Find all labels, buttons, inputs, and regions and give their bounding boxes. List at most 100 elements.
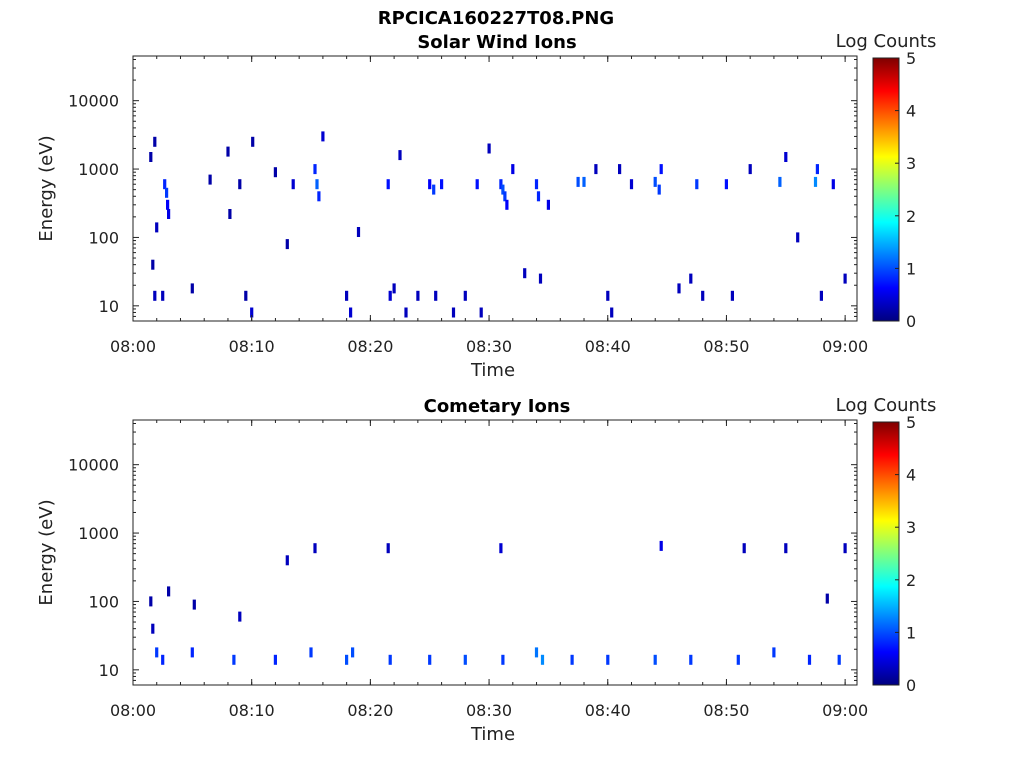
data-cell <box>730 290 734 301</box>
data-cell <box>695 179 699 190</box>
x-tick-label: 08:00 <box>110 701 156 720</box>
data-cell <box>523 268 527 279</box>
data-cell <box>190 283 194 294</box>
data-cell <box>503 191 507 202</box>
data-cell <box>501 654 505 665</box>
data-cell <box>285 555 289 566</box>
data-cell <box>618 164 622 175</box>
colorbar-label: Log Counts <box>836 31 937 52</box>
data-cell <box>479 307 483 318</box>
data-cell <box>226 146 230 157</box>
data-cell <box>784 152 788 162</box>
data-cell <box>428 179 432 190</box>
data-cell <box>534 647 539 658</box>
data-cell <box>610 307 614 318</box>
data-cell <box>349 307 353 318</box>
data-cell <box>843 273 847 284</box>
colorbar-tick-label: 2 <box>906 207 916 226</box>
colorbar <box>872 57 900 322</box>
data-cell <box>606 654 610 665</box>
data-cell <box>576 176 580 187</box>
data-cell <box>843 543 847 554</box>
data-cell <box>165 187 169 198</box>
data-cell <box>416 290 420 301</box>
data-cell <box>273 654 277 665</box>
data-cell <box>192 599 196 610</box>
data-cell <box>167 209 171 219</box>
data-cell <box>285 239 289 250</box>
data-cell <box>546 199 550 210</box>
data-cell <box>689 654 693 665</box>
data-cell <box>345 654 349 665</box>
data-cell <box>594 164 598 175</box>
data-cell <box>190 647 194 658</box>
colorbar-tick-label: 5 <box>906 49 916 68</box>
y-tick-label: 10000 <box>68 92 119 111</box>
data-cell <box>657 184 661 195</box>
x-tick-label: 08:40 <box>585 337 631 356</box>
data-cell <box>736 654 740 665</box>
data-cell <box>155 222 159 233</box>
data-cell <box>166 199 170 210</box>
data-cell <box>748 164 752 175</box>
x-tick-label: 08:10 <box>229 701 275 720</box>
x-tick-label: 08:00 <box>110 337 156 356</box>
data-cell <box>701 290 705 301</box>
panel-2: 08:00 08:10 08:20 08:30 08:40 08:50 09:0010100… <box>36 395 936 745</box>
colorbar-tick-label: 2 <box>906 571 916 590</box>
data-cell <box>629 179 634 190</box>
data-cell <box>232 654 236 665</box>
data-cell <box>570 654 574 665</box>
data-cell <box>677 283 681 294</box>
plot-frame <box>132 419 858 686</box>
data-cell <box>386 179 390 190</box>
colorbar-tick-label: 4 <box>906 466 916 485</box>
data-cell <box>819 290 823 301</box>
data-cell <box>273 167 277 178</box>
colorbar-tick-label: 3 <box>906 518 916 537</box>
data-cell <box>151 623 155 634</box>
y-tick-label: 100 <box>88 228 119 247</box>
data-cell <box>534 179 539 190</box>
data-cell <box>208 174 212 185</box>
data-cell <box>772 647 776 658</box>
data-cell <box>356 227 361 237</box>
colorbar-tick-label: 1 <box>906 623 916 642</box>
x-tick-label: 09:00 <box>822 337 868 356</box>
data-cell <box>606 290 610 301</box>
figure-title: RPCICA160227T08.PNG <box>378 8 614 29</box>
data-cell <box>251 136 255 147</box>
plot-frame <box>132 55 858 322</box>
data-cell <box>463 290 467 301</box>
data-cell <box>388 290 392 301</box>
data-cell <box>315 179 319 190</box>
data-cell <box>250 307 254 318</box>
data-cell <box>432 184 436 195</box>
data-cell <box>161 654 165 665</box>
data-cell <box>653 654 657 665</box>
x-tick-label: 09:00 <box>822 701 868 720</box>
data-cell <box>807 654 812 665</box>
data-cell <box>309 647 313 658</box>
x-axis-label: Time <box>470 360 515 381</box>
data-cell <box>837 654 841 665</box>
data-cell <box>386 543 390 554</box>
colorbar <box>872 421 900 686</box>
data-cell <box>345 290 349 301</box>
data-cell <box>815 164 819 175</box>
data-cell <box>161 290 165 301</box>
data-cell <box>317 191 321 202</box>
y-tick-label: 100 <box>88 592 119 611</box>
colorbar-tick-label: 0 <box>906 676 916 695</box>
y-tick-label: 1000 <box>78 160 119 179</box>
x-tick-label: 08:20 <box>347 337 393 356</box>
data-cell <box>511 164 515 175</box>
data-cell <box>244 290 248 301</box>
colorbar-tick-label: 4 <box>906 102 916 121</box>
data-cell <box>499 543 503 554</box>
panel-title: Solar Wind Ions <box>417 32 576 53</box>
data-cell <box>540 654 545 665</box>
data-cell <box>778 176 782 187</box>
data-cell <box>228 209 232 219</box>
